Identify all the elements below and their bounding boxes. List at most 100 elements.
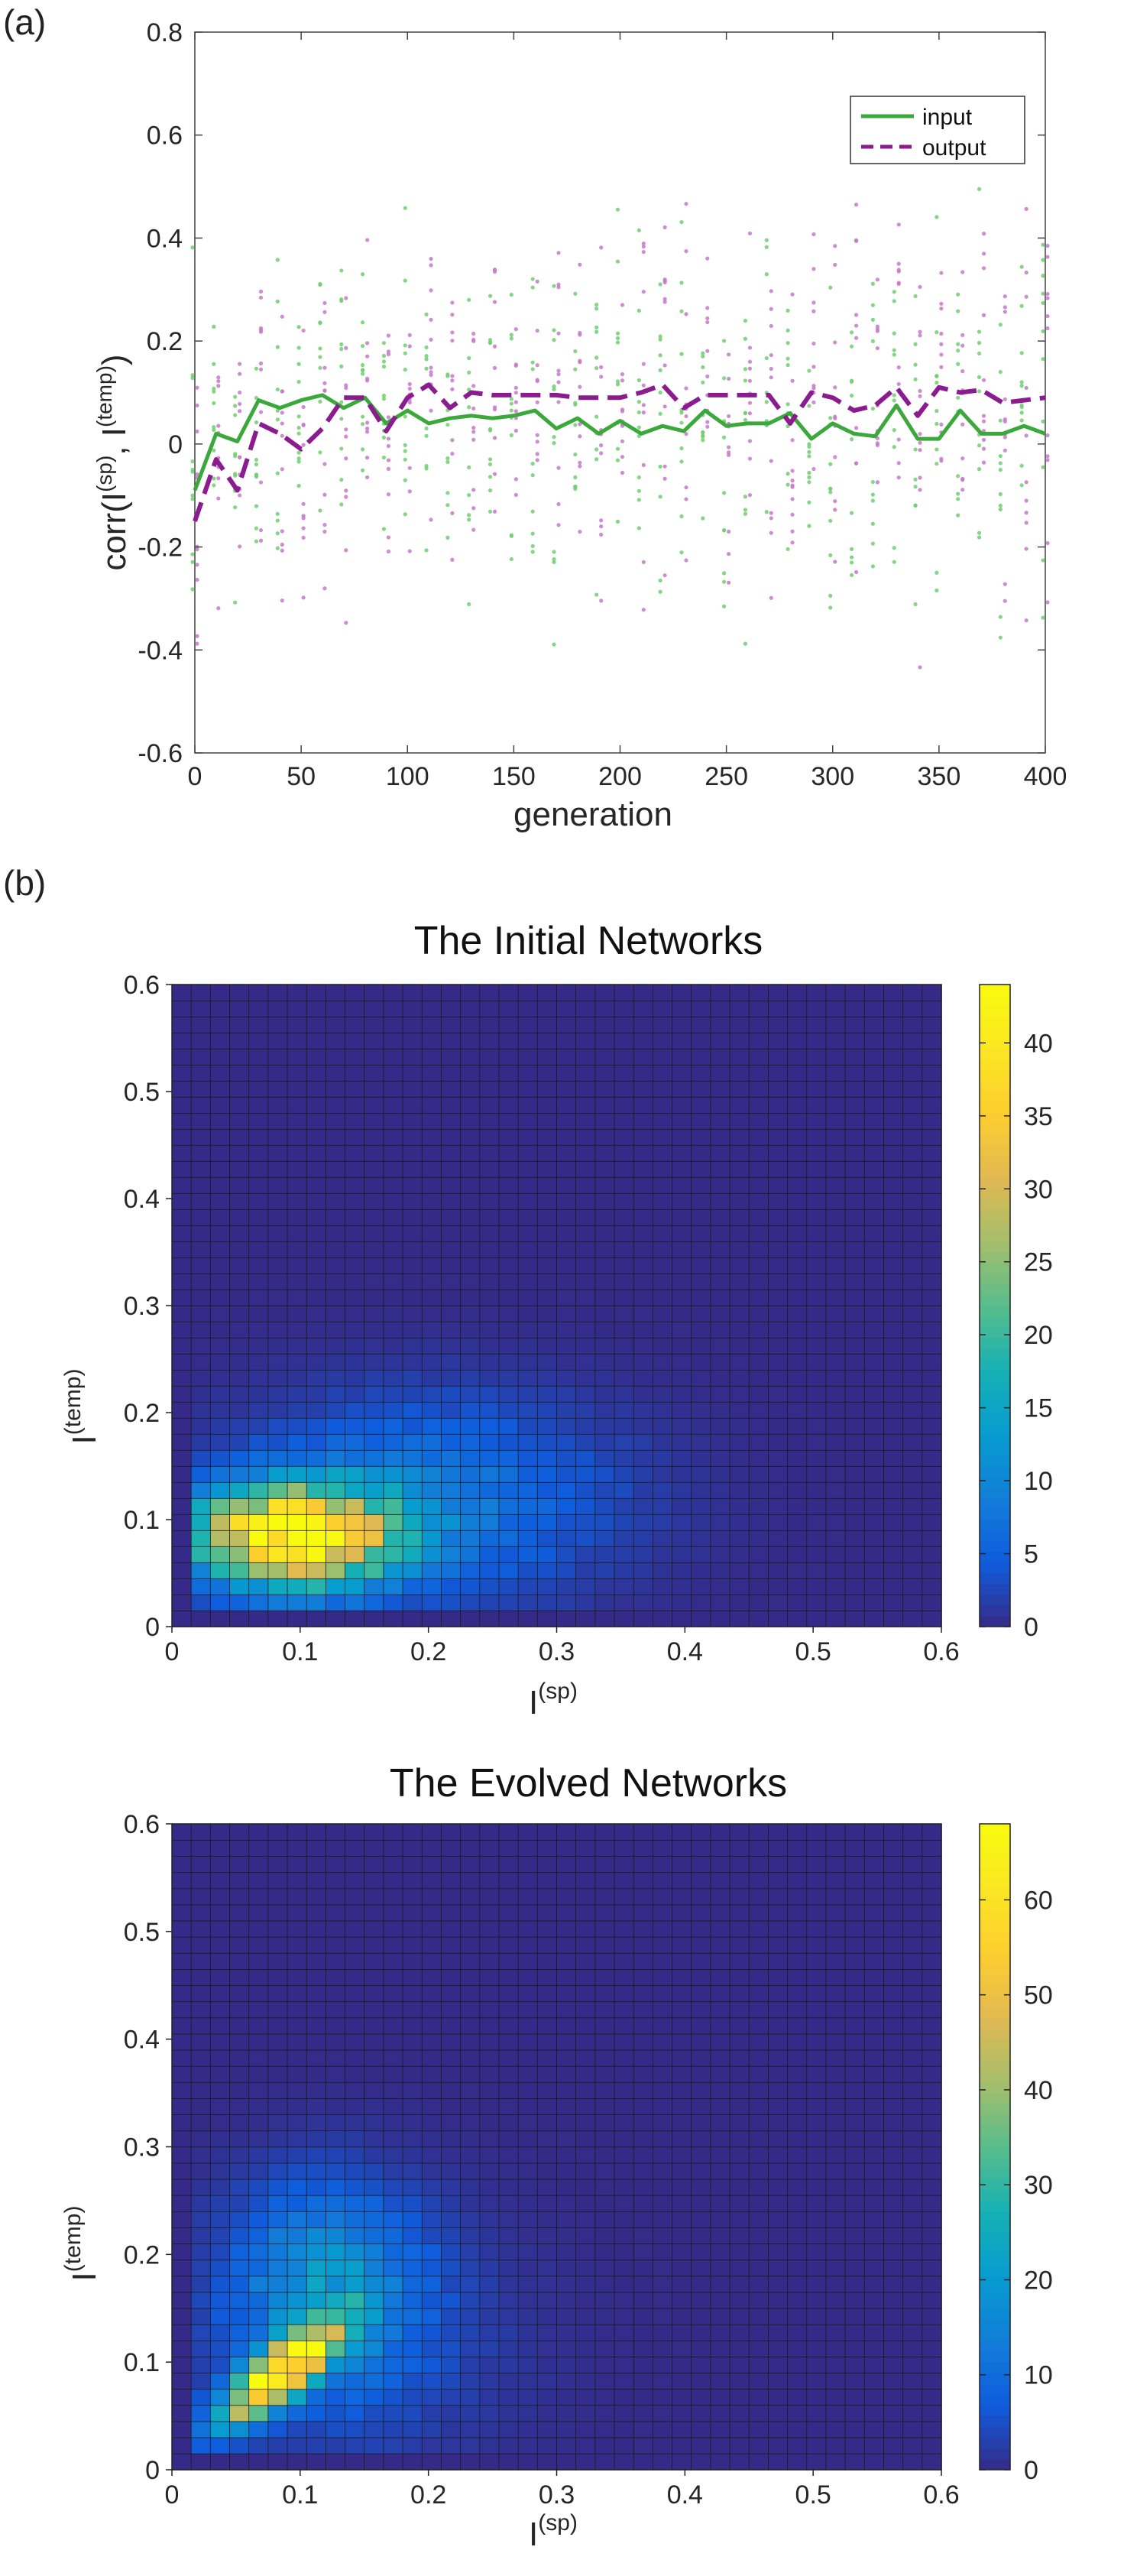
heatmap-cell bbox=[691, 2276, 711, 2293]
heatmap-cell bbox=[710, 2000, 730, 2019]
heatmap-cell bbox=[575, 2114, 596, 2132]
scatter-point bbox=[216, 423, 221, 428]
scatter-point bbox=[556, 523, 561, 527]
heatmap-cell bbox=[691, 1401, 711, 1419]
heatmap-cell bbox=[383, 1417, 403, 1435]
heatmap-cell bbox=[402, 2292, 423, 2309]
heatmap-cell bbox=[902, 1289, 923, 1306]
heatmap-cell bbox=[325, 1337, 346, 1355]
heatmap-cell bbox=[460, 1144, 481, 1162]
heatmap-cell bbox=[479, 2405, 500, 2422]
heatmap-cell bbox=[306, 1321, 327, 1338]
heatmap-cell bbox=[575, 1888, 596, 1906]
colorbar-step bbox=[980, 1370, 1010, 1381]
heatmap-cell bbox=[498, 1936, 519, 1954]
heatmap-cell bbox=[383, 2243, 403, 2261]
heatmap-cell bbox=[594, 1048, 615, 1066]
heatmap-cell bbox=[863, 1546, 885, 1563]
heatmap-cell bbox=[594, 1513, 615, 1531]
heatmap-cell bbox=[787, 2421, 808, 2438]
heatmap-cell bbox=[306, 2356, 327, 2373]
scatter-point bbox=[556, 466, 561, 470]
heatmap-cell bbox=[902, 1839, 923, 1857]
heatmap-cell bbox=[287, 1257, 307, 1274]
heatmap-cell bbox=[287, 1016, 307, 1033]
heatmap-cell bbox=[652, 2049, 673, 2067]
heatmap-cell bbox=[479, 2017, 500, 2035]
heatmap-cell bbox=[633, 2405, 654, 2422]
colorbar-step bbox=[980, 2329, 1010, 2341]
heatmap-cell bbox=[594, 2259, 615, 2277]
heatmap-cell bbox=[345, 1920, 365, 1938]
heatmap-cell bbox=[229, 2081, 250, 2099]
heatmap-cell bbox=[844, 2227, 866, 2244]
heatmap-cell bbox=[883, 1000, 904, 1017]
scatter-point bbox=[870, 492, 875, 497]
heatmap-cell bbox=[729, 2211, 750, 2228]
heatmap-cell bbox=[498, 1353, 519, 1371]
heatmap-cell bbox=[248, 2388, 269, 2406]
heatmap-cell bbox=[402, 1305, 423, 1322]
scatter-point bbox=[407, 381, 412, 387]
scatter-point bbox=[344, 434, 348, 439]
scatter-point bbox=[662, 300, 667, 304]
heatmap-cell bbox=[883, 2276, 904, 2293]
heatmap-cell bbox=[383, 1209, 403, 1226]
colorbar-step bbox=[980, 2286, 1010, 2299]
heatmap-cell bbox=[383, 1984, 403, 2003]
scatter-point bbox=[769, 459, 773, 463]
heatmap-cell bbox=[190, 1497, 212, 1515]
heatmap-cell bbox=[902, 1385, 923, 1403]
heatmap-cell bbox=[229, 1465, 250, 1483]
heatmap-cell bbox=[922, 2179, 942, 2196]
heatmap-cell bbox=[768, 2421, 789, 2438]
scatter-point bbox=[870, 521, 875, 526]
heatmap-cell bbox=[787, 1128, 808, 1146]
scatter-point bbox=[684, 485, 688, 490]
heatmap-cell bbox=[844, 1481, 866, 1499]
scatter-point bbox=[216, 375, 221, 380]
scatter-point bbox=[450, 451, 455, 456]
heatmap-cell bbox=[383, 2276, 403, 2293]
heatmap-cell bbox=[287, 2308, 307, 2325]
heatmap-cell bbox=[672, 2195, 692, 2212]
heatmap-cell bbox=[710, 1401, 730, 1419]
heatmap-cell bbox=[672, 1128, 692, 1146]
scatter-point bbox=[679, 281, 684, 285]
scatter-point bbox=[322, 586, 327, 591]
heatmap-cell bbox=[556, 1546, 577, 1563]
scatter-point bbox=[381, 527, 387, 531]
heatmap-cell bbox=[267, 1855, 288, 1874]
heatmap-cell bbox=[556, 1321, 577, 1338]
heatmap-cell bbox=[171, 1337, 192, 1355]
heatmap-cell bbox=[209, 1385, 231, 1403]
heatmap-cell bbox=[922, 1225, 942, 1242]
heatmap-cell bbox=[902, 1000, 923, 1017]
heatmap-cell bbox=[729, 1530, 750, 1547]
heatmap-cell bbox=[171, 2405, 192, 2422]
heatmap-cell bbox=[460, 1160, 481, 1178]
legend-box bbox=[850, 96, 1025, 164]
heatmap-cell bbox=[825, 1530, 846, 1547]
heatmap-cell bbox=[787, 1839, 808, 1857]
heatmap-cell bbox=[287, 2437, 307, 2454]
heatmap-cell bbox=[248, 1562, 269, 1579]
scatter-point bbox=[977, 329, 982, 334]
heatmap-cell bbox=[421, 2065, 442, 2083]
heatmap-cell bbox=[248, 1369, 269, 1387]
heatmap-cell bbox=[614, 1530, 634, 1547]
heatmap-cell bbox=[536, 2405, 558, 2422]
x-tick-label: 300 bbox=[811, 762, 854, 791]
heatmap-cell bbox=[806, 1257, 827, 1274]
scatter-point bbox=[1024, 294, 1028, 299]
heatmap-cell bbox=[594, 2162, 615, 2180]
heatmap-cell bbox=[325, 1610, 346, 1627]
heatmap-cell bbox=[383, 2356, 403, 2373]
scatter-point bbox=[233, 505, 238, 510]
colorbar-tick-label: 50 bbox=[1024, 1981, 1053, 2010]
heatmap-cell bbox=[229, 1385, 250, 1403]
scatter-point bbox=[896, 268, 901, 272]
scatter-point bbox=[849, 560, 854, 565]
colorbar-step bbox=[980, 2265, 1010, 2276]
heatmap-cell bbox=[633, 2308, 654, 2325]
